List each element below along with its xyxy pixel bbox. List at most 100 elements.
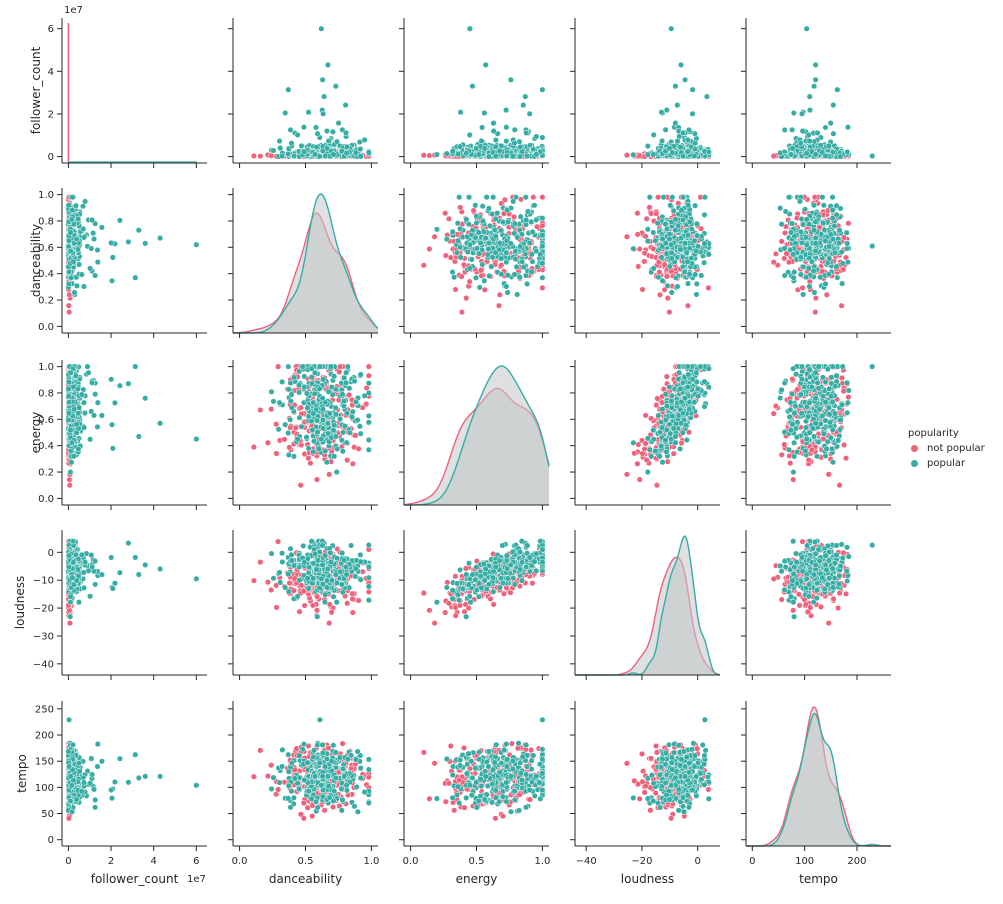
point-popular <box>194 242 200 248</box>
point-popular <box>333 412 339 418</box>
point-popular <box>136 434 142 440</box>
point-not-popular <box>337 364 343 370</box>
point-popular <box>803 235 809 241</box>
point-popular <box>838 154 844 160</box>
point-popular <box>499 256 505 262</box>
panel-danceability-vs-danceability <box>228 188 378 338</box>
point-popular <box>315 131 321 137</box>
point-not-popular <box>258 407 264 413</box>
point-popular <box>71 454 77 460</box>
point-popular <box>276 427 282 433</box>
point-popular <box>358 154 364 160</box>
point-popular <box>812 290 818 296</box>
point-popular <box>786 194 792 200</box>
point-not-popular <box>534 224 540 230</box>
point-popular <box>491 128 497 134</box>
point-popular <box>523 130 529 136</box>
point-popular <box>504 284 510 290</box>
point-popular <box>302 149 308 155</box>
point-not-popular <box>773 251 779 257</box>
point-popular <box>704 94 710 100</box>
point-popular <box>95 424 101 430</box>
point-popular <box>798 254 804 260</box>
point-popular <box>343 130 349 136</box>
point-popular <box>464 150 470 156</box>
point-popular <box>534 248 540 254</box>
point-popular <box>678 235 684 241</box>
point-popular <box>645 143 651 149</box>
point-popular <box>782 127 788 133</box>
point-not-popular <box>482 287 488 293</box>
point-popular <box>823 153 829 159</box>
point-popular <box>523 194 529 200</box>
point-popular <box>479 125 485 131</box>
point-popular <box>651 132 657 138</box>
point-popular <box>694 292 700 298</box>
point-popular <box>791 110 797 116</box>
point-popular <box>321 94 327 100</box>
point-popular <box>811 203 817 209</box>
point-popular <box>320 111 326 117</box>
point-popular <box>534 134 540 140</box>
point-popular <box>480 203 486 209</box>
point-popular <box>832 250 838 256</box>
point-popular <box>82 410 88 416</box>
point-not-popular <box>366 373 372 379</box>
point-popular <box>490 194 496 200</box>
point-popular <box>651 230 657 236</box>
point-popular <box>804 26 810 32</box>
point-popular <box>352 378 358 384</box>
point-popular <box>813 241 819 247</box>
point-popular <box>486 240 492 246</box>
point-popular <box>450 269 456 275</box>
point-popular <box>800 222 806 228</box>
point-popular <box>66 399 72 405</box>
point-not-popular <box>67 292 73 298</box>
point-popular <box>504 153 510 159</box>
point-popular <box>540 87 546 93</box>
point-popular <box>647 194 653 200</box>
point-popular <box>75 247 81 253</box>
point-popular <box>660 236 666 242</box>
point-popular <box>807 94 813 100</box>
point-popular <box>818 143 824 149</box>
point-popular <box>291 153 297 159</box>
point-popular <box>342 423 348 429</box>
point-popular <box>480 218 486 224</box>
point-popular <box>665 283 671 289</box>
point-popular <box>357 424 363 430</box>
point-popular <box>492 227 498 233</box>
point-popular <box>799 111 805 117</box>
point-popular <box>811 83 817 89</box>
point-popular <box>651 266 657 272</box>
point-not-popular <box>540 194 546 200</box>
point-popular <box>493 216 499 222</box>
point-popular <box>680 130 686 136</box>
point-popular <box>680 194 686 200</box>
panel-danceability-vs-tempo <box>741 188 891 338</box>
point-not-popular <box>467 279 473 285</box>
point-popular <box>524 153 530 159</box>
point-not-popular <box>771 259 777 265</box>
point-popular <box>692 153 698 159</box>
point-popular <box>675 102 681 108</box>
point-popular <box>830 194 836 200</box>
point-popular <box>504 250 510 256</box>
point-popular <box>510 199 516 205</box>
point-not-popular <box>664 274 670 280</box>
point-popular <box>333 405 339 411</box>
point-popular <box>286 364 292 370</box>
point-popular <box>690 87 696 93</box>
point-popular <box>834 264 840 270</box>
point-popular <box>645 152 651 158</box>
point-popular <box>81 400 87 406</box>
point-popular <box>798 272 804 278</box>
point-popular <box>682 77 688 83</box>
point-popular <box>659 109 665 115</box>
point-popular <box>497 240 503 246</box>
point-popular <box>540 275 546 281</box>
point-popular <box>673 275 679 281</box>
point-popular <box>706 252 712 258</box>
point-popular <box>800 292 806 298</box>
point-popular <box>673 217 679 223</box>
